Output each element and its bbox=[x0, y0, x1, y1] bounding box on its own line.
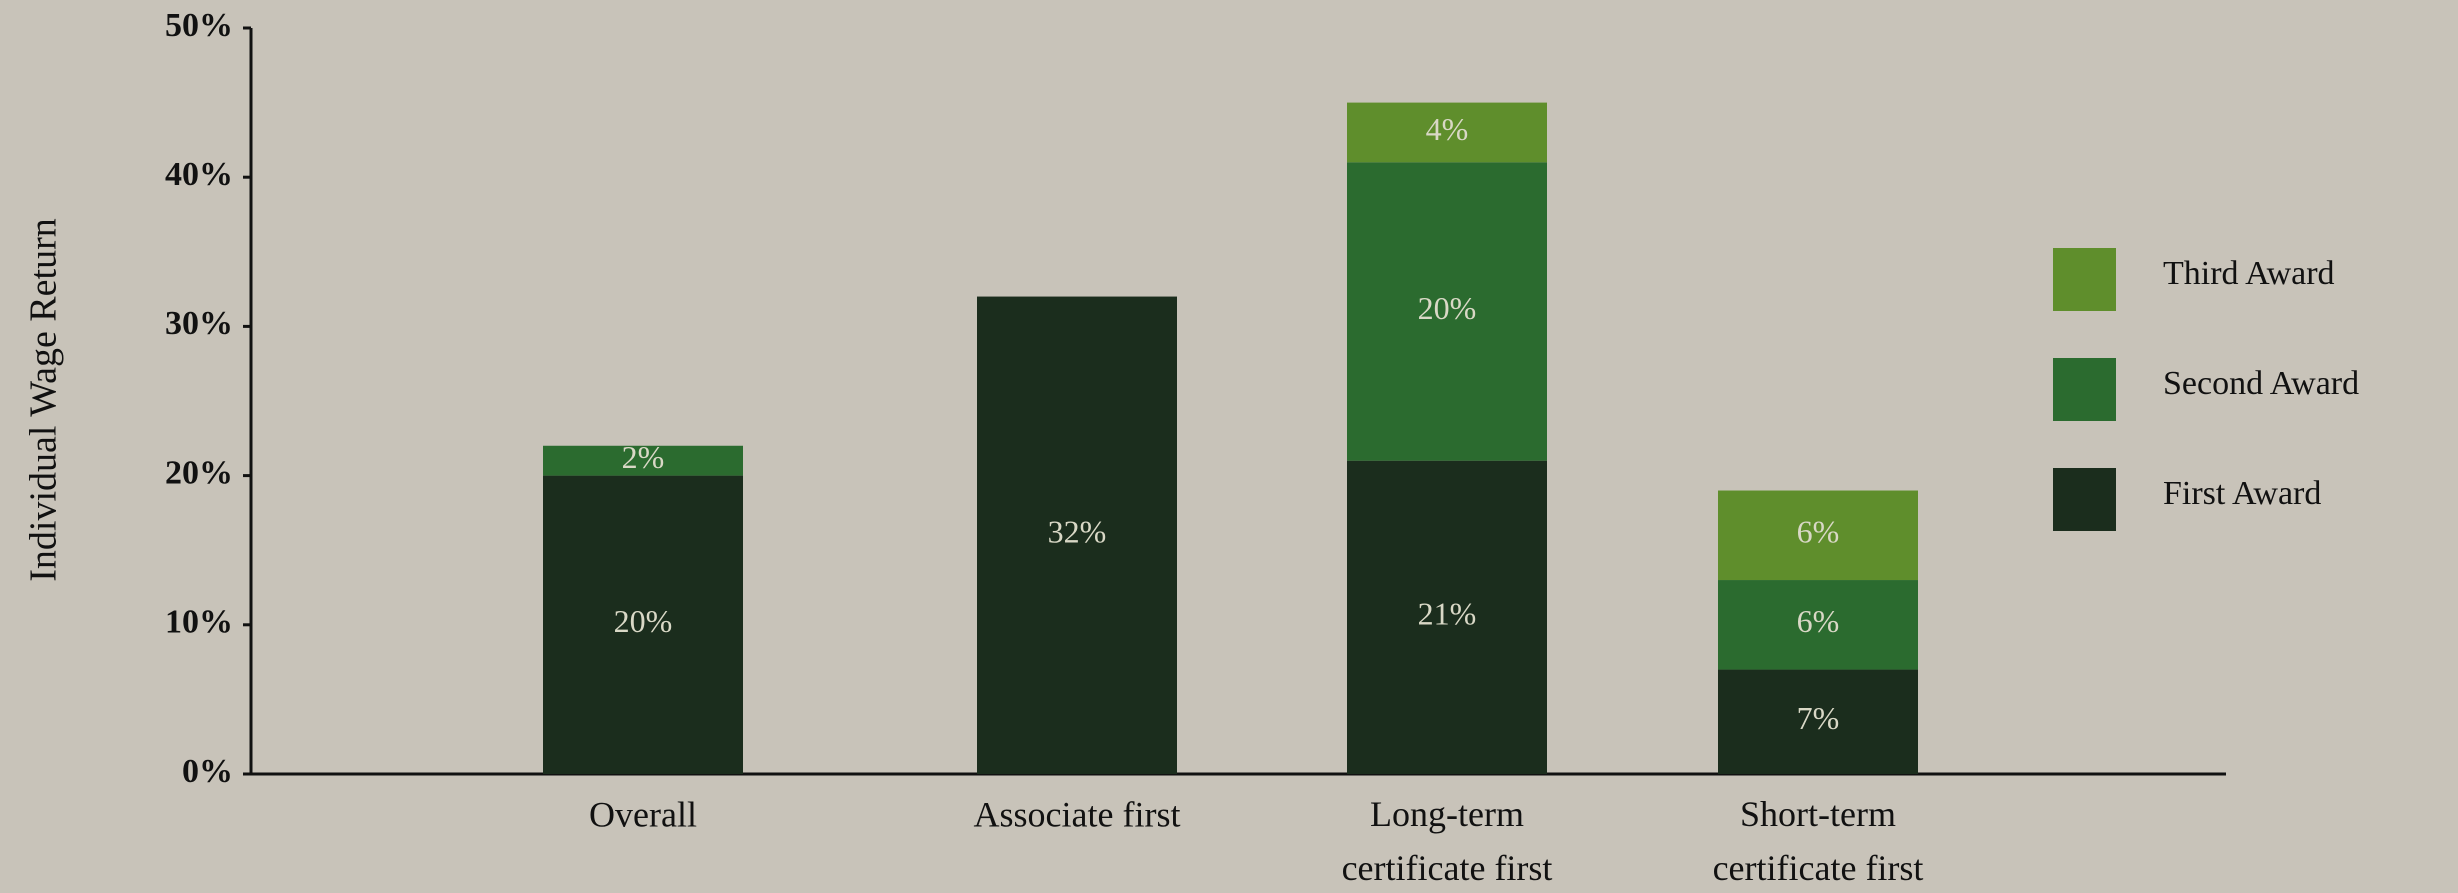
data-label: 7% bbox=[1797, 700, 1840, 736]
data-label: 4% bbox=[1426, 111, 1469, 147]
data-label: 6% bbox=[1797, 514, 1840, 550]
x-tick-label: Associate first bbox=[974, 794, 1181, 834]
y-tick-label: 40% bbox=[165, 156, 233, 193]
legend-swatch bbox=[2053, 468, 2116, 531]
legend-swatch bbox=[2053, 248, 2116, 311]
data-label: 6% bbox=[1797, 603, 1840, 639]
legend-swatch bbox=[2053, 358, 2116, 421]
x-tick-label: Overall bbox=[589, 794, 697, 834]
y-tick-label: 50% bbox=[165, 7, 233, 44]
data-label: 20% bbox=[614, 603, 673, 639]
data-label: 21% bbox=[1418, 596, 1477, 632]
data-label: 2% bbox=[622, 439, 665, 475]
legend-label: Third Award bbox=[2163, 255, 2335, 292]
data-label: 32% bbox=[1048, 514, 1107, 550]
y-tick-label: 10% bbox=[165, 604, 233, 641]
legend-label: Second Award bbox=[2163, 365, 2359, 402]
y-tick-label: 20% bbox=[165, 454, 233, 491]
y-tick-label: 30% bbox=[165, 305, 233, 342]
y-tick-label: 0% bbox=[182, 753, 233, 790]
y-axis-title: Individual Wage Return bbox=[23, 218, 65, 582]
legend-label: First Award bbox=[2163, 475, 2321, 512]
chart: Individual Wage Return 0% 10% 20% 30% 40% 50%… bbox=[0, 0, 2458, 893]
background bbox=[0, 0, 2458, 893]
page: Individual Wage Return 0% 10% 20% 30% 40% 50%… bbox=[0, 0, 2458, 893]
data-label: 20% bbox=[1418, 290, 1477, 326]
